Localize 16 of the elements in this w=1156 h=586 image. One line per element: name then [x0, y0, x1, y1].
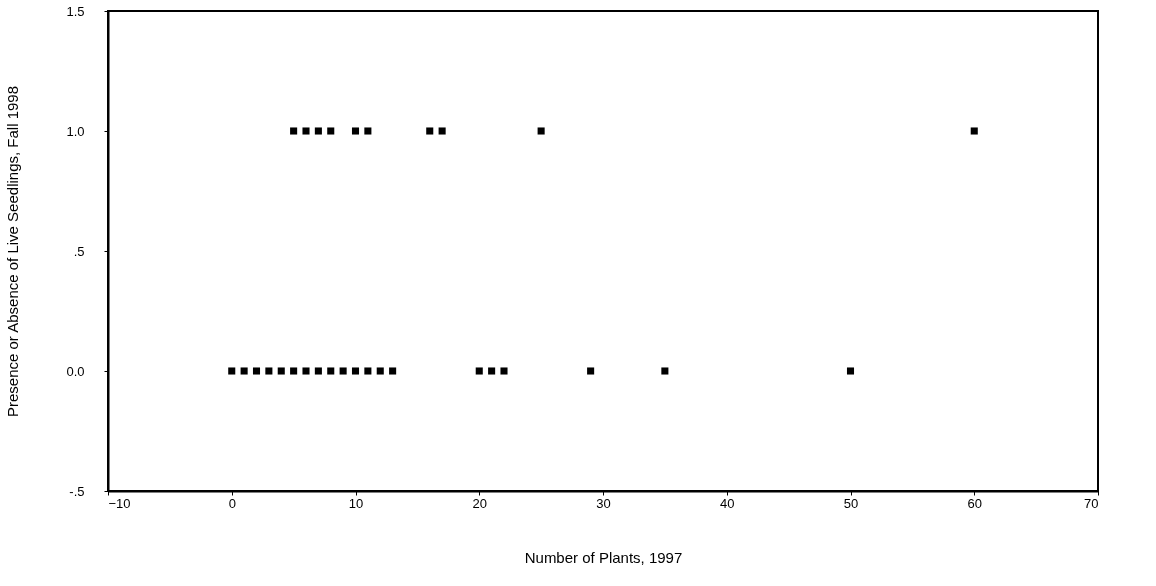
x-tick-label: 60 [967, 495, 982, 511]
x-tick-label: 20 [472, 495, 487, 511]
x-tick-label: 30 [596, 495, 611, 511]
x-tick-label: 40 [720, 495, 735, 511]
y-tick-label: 1.0 [66, 123, 85, 139]
x-tick-label: 70 [1084, 495, 1099, 511]
y-tick-label: -.5 [69, 483, 85, 499]
y-tick-label: 1.5 [66, 3, 85, 19]
y-tick-label: 0.0 [66, 363, 85, 379]
x-tick-label: 10 [348, 495, 364, 511]
x-axis-title: Number of Plants, 1997 [524, 548, 683, 566]
x-tick-label: 50 [843, 495, 859, 511]
y-tick-label: .5 [73, 243, 85, 259]
x-tick-label: −10 [108, 495, 131, 511]
x-tick-label: 0 [228, 495, 236, 511]
y-axis-title: Presence or Absence of Live Seedlings, Fall 1998 [4, 85, 22, 418]
